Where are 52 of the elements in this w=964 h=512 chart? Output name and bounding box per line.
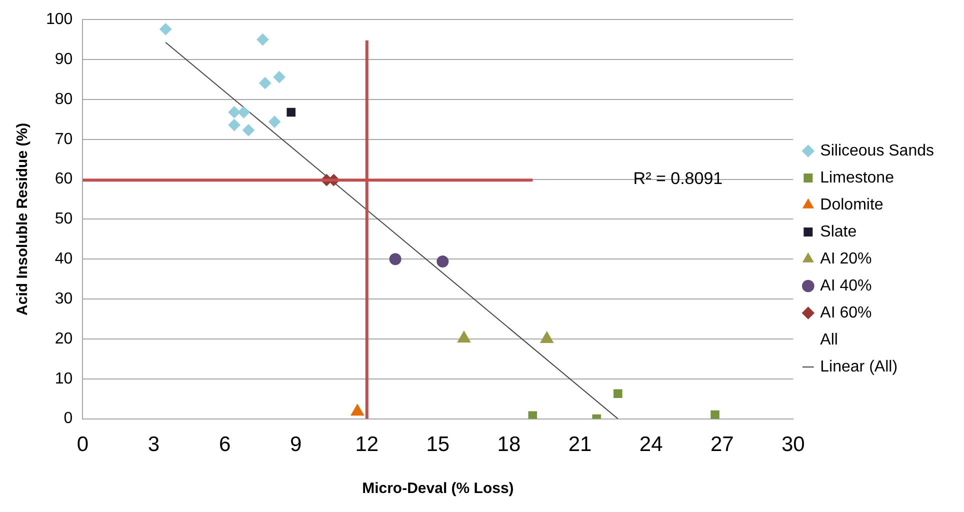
x-tick-label: 18 (497, 433, 521, 456)
point (259, 77, 272, 90)
legend-label: Siliceous Sands (820, 142, 934, 160)
legend-label: Slate (820, 223, 857, 240)
legend-label: AI 40% (820, 277, 872, 294)
point (160, 23, 172, 36)
y-tick-label: 20 (54, 330, 73, 348)
y-axis-title: Acid Insoluble Residue (%) (14, 122, 32, 316)
legend-label: Dolomite (820, 196, 884, 214)
x-tick-label: 0 (76, 433, 89, 456)
point (389, 253, 402, 266)
point (242, 124, 254, 136)
x-tick-label: 21 (568, 433, 592, 456)
point (350, 404, 364, 416)
point (457, 331, 471, 343)
point (286, 108, 296, 117)
x-axis-title: Micro-Deval (% Loss) (362, 480, 514, 498)
point (614, 389, 622, 398)
x-tick-label: 3 (148, 433, 160, 456)
x-tick-label: 6 (218, 433, 231, 456)
x-tick-label: 24 (639, 433, 664, 456)
annotation: R² = 0.8091 (633, 168, 723, 188)
legend-label: AI 20% (820, 250, 872, 268)
point (268, 116, 281, 128)
legend-label: Linear (All) (820, 358, 898, 376)
point (540, 331, 554, 343)
point (273, 71, 286, 84)
y-tick-label: 90 (54, 50, 73, 68)
x-tick-label: 12 (355, 433, 379, 456)
x-tick-label: 30 (781, 433, 805, 456)
y-tick-label: 40 (54, 250, 73, 268)
y-tick-label: 50 (54, 210, 73, 228)
x-tick-label: 15 (426, 433, 450, 456)
point (710, 410, 720, 419)
y-tick-label: 100 (46, 11, 73, 28)
point (436, 256, 449, 268)
y-tick-label: 30 (54, 290, 73, 308)
x-tick-label: 9 (290, 433, 302, 456)
legend-label: Limestone (820, 169, 894, 186)
point (238, 106, 250, 118)
point (256, 34, 269, 46)
y-tick-label: 0 (64, 410, 73, 428)
y-tick-label: 60 (54, 170, 73, 188)
legend-label: AI 60% (820, 304, 872, 322)
y-tick-label: 10 (54, 370, 73, 388)
y-tick-label: 70 (54, 130, 73, 148)
point (528, 411, 538, 419)
text: All (820, 331, 838, 348)
y-tick-label: 80 (54, 90, 73, 108)
point (228, 106, 240, 118)
x-tick-label: 27 (710, 433, 734, 456)
point (228, 118, 240, 131)
